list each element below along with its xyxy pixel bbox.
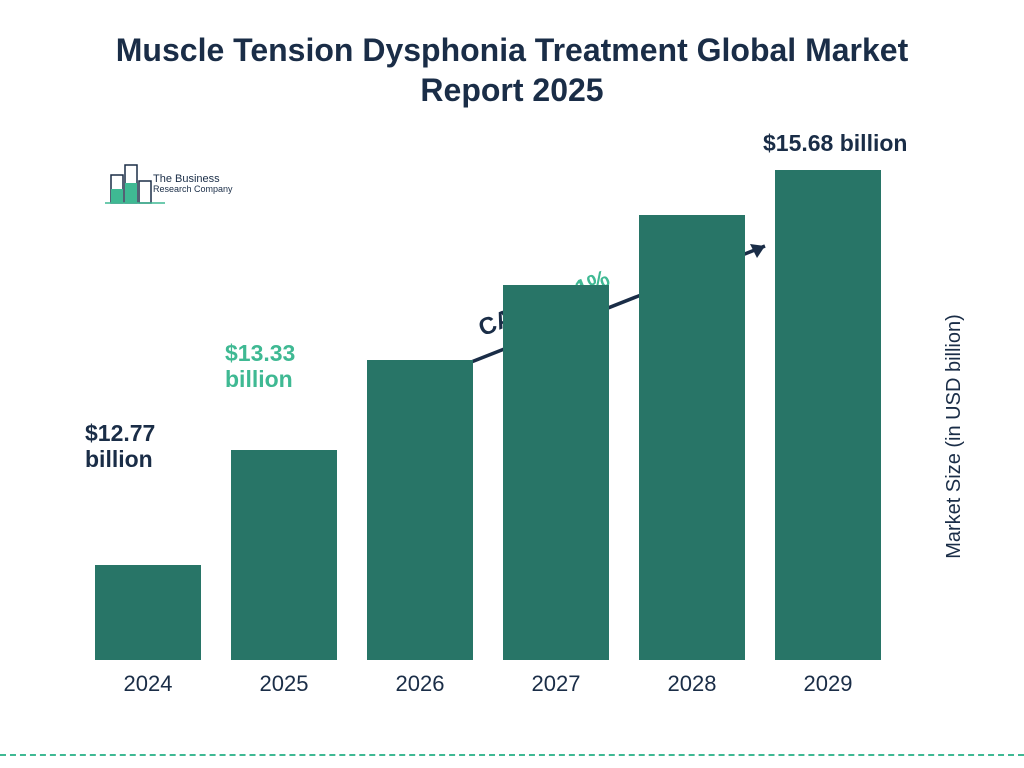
- bar-2026: [367, 360, 473, 660]
- bar-2027: [503, 285, 609, 660]
- value-label-2029: $15.68 billion: [763, 130, 963, 156]
- chart-title: Muscle Tension Dysphonia Treatment Globa…: [102, 30, 922, 110]
- bar-2028: [639, 215, 745, 660]
- bar-chart: $12.77 billion $13.33 billion $15.68 bil…: [95, 145, 915, 705]
- bar-2025: [231, 450, 337, 660]
- bar-2029: [775, 170, 881, 660]
- xlabel-2024: 2024: [124, 671, 173, 697]
- bars-container: [95, 170, 915, 660]
- xlabel-2029: 2029: [804, 671, 853, 697]
- xlabel-2027: 2027: [532, 671, 581, 697]
- xlabel-2026: 2026: [396, 671, 445, 697]
- xlabel-2025: 2025: [260, 671, 309, 697]
- y-axis-label: Market Size (in USD billion): [944, 314, 967, 559]
- xlabel-2028: 2028: [668, 671, 717, 697]
- bottom-dashed-divider: [0, 754, 1024, 756]
- bar-2024: [95, 565, 201, 660]
